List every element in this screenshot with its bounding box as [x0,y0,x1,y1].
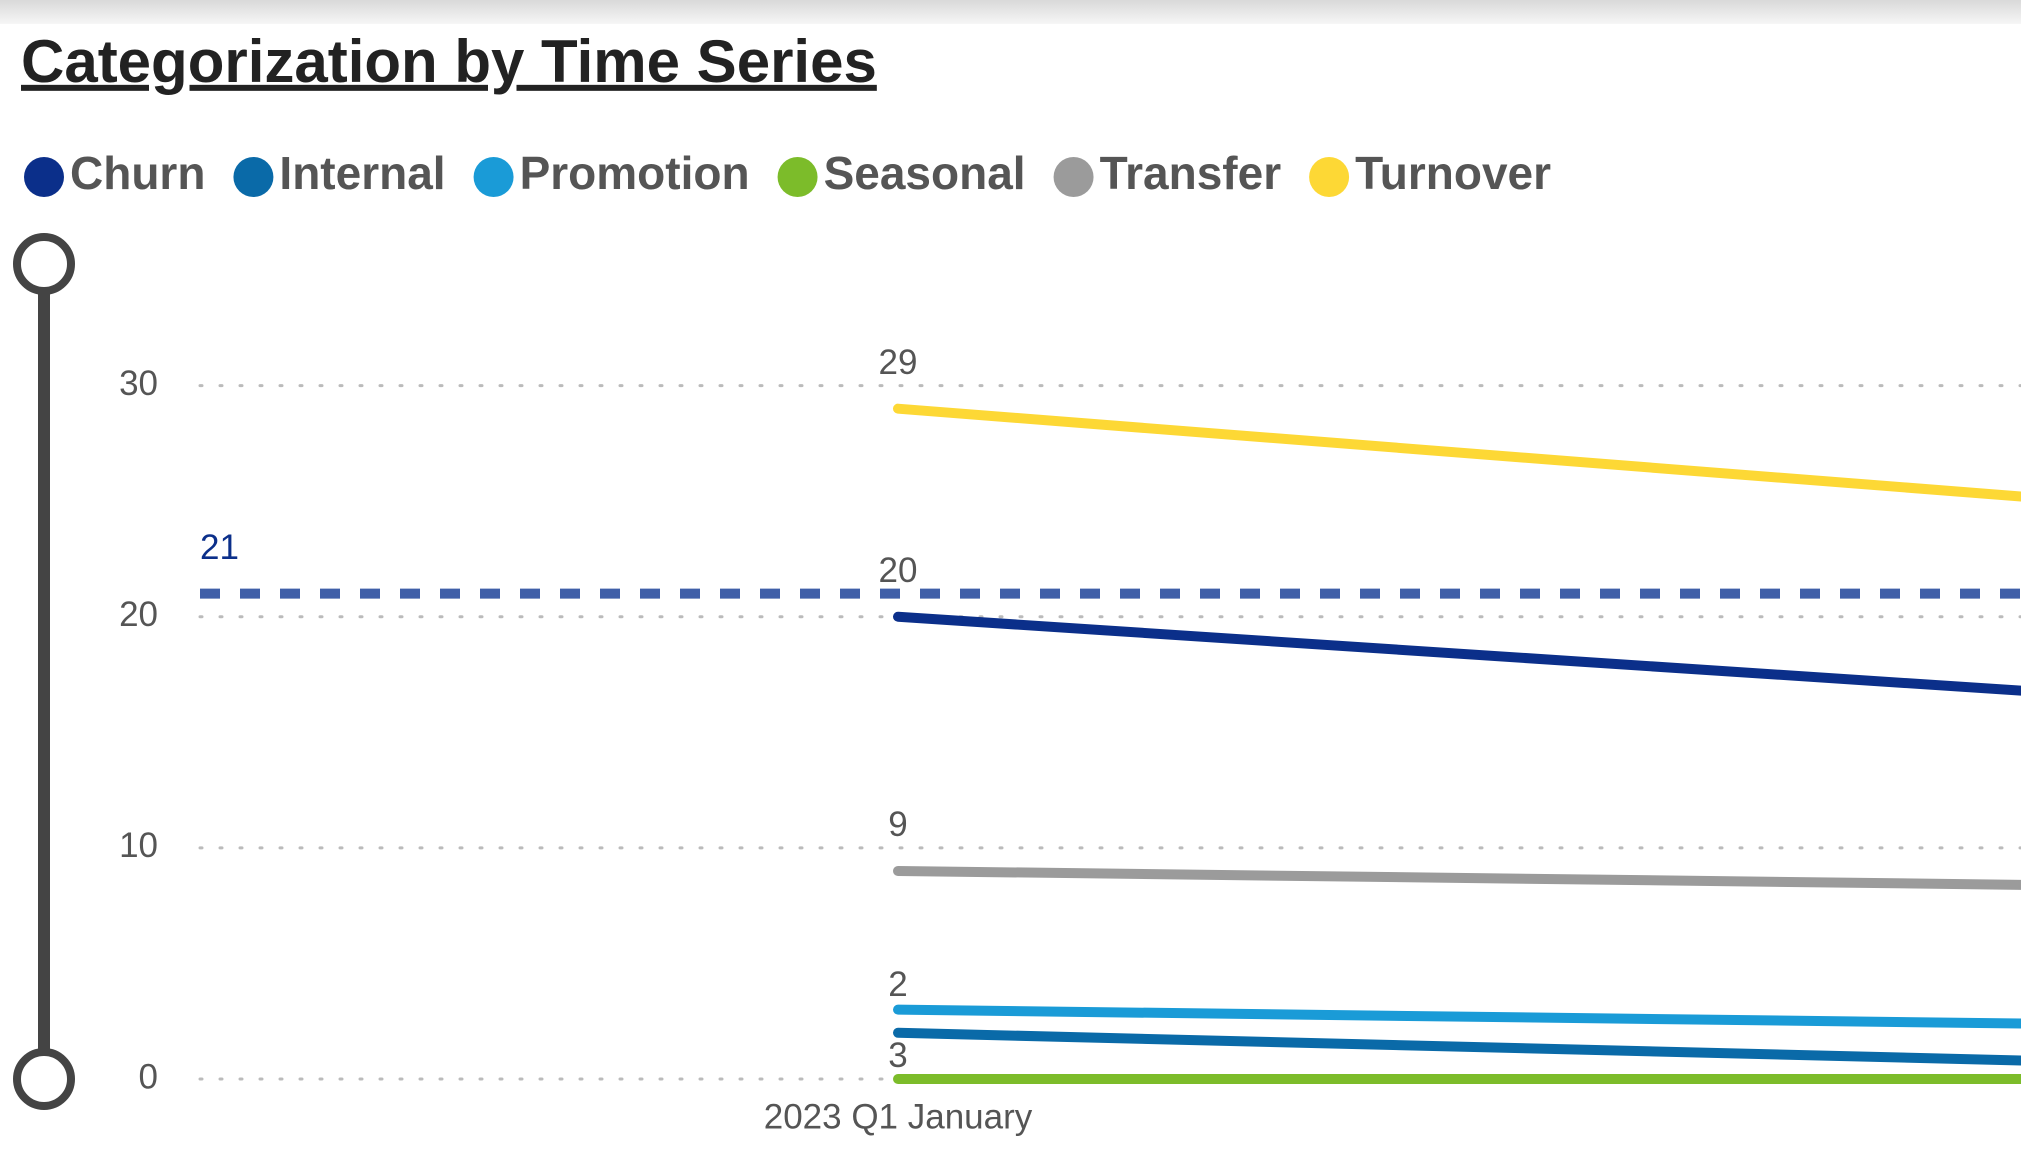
series-line [893,1004,2021,1029]
legend-marker [24,157,64,197]
data-label: 2 [888,965,907,1004]
legend-marker [473,157,514,197]
y-tick-label: 30 [119,364,158,403]
legend-label: Internal [279,147,445,199]
data-label: 9 [888,805,907,844]
legend-marker [777,157,818,197]
slider-handle[interactable] [13,1048,75,1110]
legend-label: Turnover [1355,147,1551,199]
data-label: 3 [888,1036,907,1075]
series-line [893,403,2021,502]
legend-marker [1309,157,1350,197]
top-bar [0,0,2021,24]
data-label: 29 [879,343,918,382]
y-tick-label: 20 [119,595,158,634]
data-label: 20 [879,551,918,590]
legend-label: Seasonal [824,147,1026,199]
series-line [893,865,2021,890]
legend-label: Churn [70,147,205,199]
slider-handle[interactable] [13,233,75,295]
y-tick-label: 10 [119,826,158,865]
chart-title: Categorization by Time Series [21,28,877,95]
series-line [893,1027,2021,1066]
series-line [893,611,2021,696]
legend-marker [1053,157,1094,197]
legend-marker [233,157,274,197]
legend-label: Transfer [1100,147,1282,199]
reference-label: 21 [200,528,239,567]
x-tick-label: 2023 Q1 January [764,1097,1033,1136]
range-slider[interactable] [13,233,75,1110]
y-tick-label: 0 [139,1057,158,1096]
legend-label: Promotion [520,147,750,199]
